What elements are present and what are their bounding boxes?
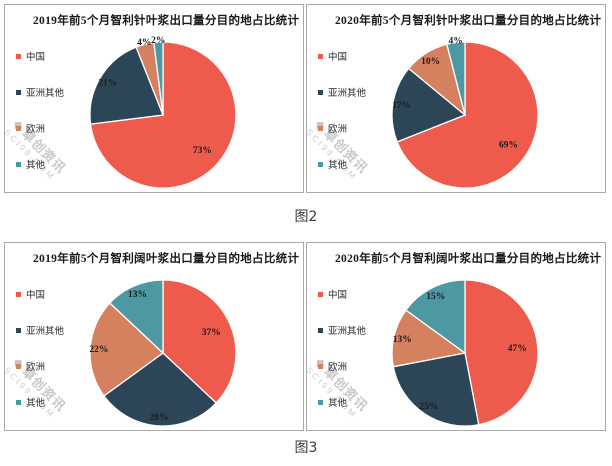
legend-item-1: 亚洲其他 (318, 85, 366, 99)
legend-label: 其他 (26, 161, 46, 171)
slice-data-label: 37% (202, 328, 221, 338)
legend-label: 欧洲 (328, 125, 348, 135)
legend-item-2: 欧洲 (16, 121, 64, 135)
slice-data-label: 47% (508, 344, 527, 354)
pie-chart-2020-hardwood-pulp: 2020年前5个月智利阔叶浆出口量分目的地占比统计 中国亚洲其他欧洲其他 47%… (306, 242, 606, 431)
legend-item-1: 亚洲其他 (16, 85, 64, 99)
legend-swatch (318, 399, 323, 405)
legend-swatch (318, 125, 323, 131)
legend-item-3: 其他 (318, 395, 366, 409)
legend-label: 中国 (328, 53, 348, 63)
pie-slice-2 (391, 309, 467, 368)
chart-title: 2020年前5个月智利阔叶浆出口量分目的地占比统计 (335, 253, 602, 265)
pie-plot: 37% 28% 22% 13% (89, 279, 237, 427)
legend-label: 亚洲其他 (26, 327, 65, 337)
figure2-row: 2019年前5个月智利针叶浆出口量分目的地占比统计 中国亚洲其他欧洲其他 73%… (4, 4, 609, 193)
pie-chart-2019-softwood-pulp: 2019年前5个月智利针叶浆出口量分目的地占比统计 中国亚洲其他欧洲其他 73%… (4, 4, 304, 193)
legend-item-0: 中国 (16, 49, 64, 63)
slice-data-label: 22% (89, 345, 108, 355)
pie-slice-1 (392, 352, 480, 427)
pie-slice-0 (464, 279, 539, 426)
slice-data-label: 2% (151, 36, 165, 46)
pie-chart-2020-softwood-pulp: 2020年前5个月智利针叶浆出口量分目的地占比统计 中国亚洲其他欧洲其他 69%… (306, 4, 606, 193)
legend-swatch (318, 53, 323, 59)
legend-item-3: 其他 (16, 395, 64, 409)
legend-label: 其他 (26, 399, 46, 409)
legend-label: 中国 (328, 291, 348, 301)
slice-data-label: 17% (392, 101, 411, 111)
chart-legend: 中国亚洲其他欧洲其他 (16, 49, 64, 192)
pie-chart-2019-hardwood-pulp: 2019年前5个月智利阔叶浆出口量分目的地占比统计 中国亚洲其他欧洲其他 37%… (4, 242, 304, 431)
figure3-row: 2019年前5个月智利阔叶浆出口量分目的地占比统计 中国亚洲其他欧洲其他 37%… (4, 242, 609, 431)
chart-title: 2019年前5个月智利阔叶浆出口量分目的地占比统计 (33, 253, 300, 265)
legend-label: 其他 (328, 399, 348, 409)
slice-data-label: 21% (98, 78, 117, 88)
legend-swatch (16, 363, 21, 369)
legend-label: 中国 (26, 291, 46, 301)
chart-legend: 中国亚洲其他欧洲其他 (16, 287, 64, 430)
pie-slice-3 (446, 41, 466, 116)
legend-item-0: 中国 (16, 287, 64, 301)
legend-swatch (318, 327, 323, 333)
pie-slice-3 (108, 279, 164, 355)
chart-title: 2020年前5个月智利针叶浆出口量分目的地占比统计 (335, 15, 602, 27)
legend-label: 亚洲其他 (26, 89, 65, 99)
legend-item-2: 欧洲 (16, 359, 64, 373)
legend-item-0: 中国 (318, 49, 366, 63)
legend-swatch (318, 161, 323, 167)
slice-data-label: 13% (128, 290, 147, 300)
pie-slice-2 (89, 302, 165, 397)
legend-item-1: 亚洲其他 (16, 323, 64, 337)
pie-plot: 69% 17% 10% 4% (391, 36, 539, 189)
legend-label: 亚洲其他 (328, 89, 367, 99)
legend-label: 中国 (26, 53, 46, 63)
slice-data-label: 73% (193, 146, 212, 156)
legend-swatch (318, 291, 323, 297)
legend-label: 欧洲 (328, 363, 348, 373)
chart-legend: 中国亚洲其他欧洲其他 (318, 49, 366, 192)
legend-label: 亚洲其他 (328, 327, 367, 337)
legend-swatch (16, 89, 21, 95)
legend-label: 欧洲 (26, 125, 46, 135)
slice-data-label: 69% (499, 141, 518, 151)
pie-slice-3 (153, 41, 164, 116)
legend-swatch (318, 89, 323, 95)
legend-swatch (16, 399, 21, 405)
chart-title: 2019年前5个月智利针叶浆出口量分目的地占比统计 (33, 15, 300, 27)
pie-slice-1 (89, 46, 164, 125)
pie-slice-0 (162, 279, 237, 404)
legend-item-0: 中国 (318, 287, 366, 301)
figure2-caption: 图2 (294, 208, 318, 225)
legend-item-2: 欧洲 (318, 359, 366, 373)
slice-data-label: 15% (426, 292, 445, 302)
pie-slice-1 (103, 352, 218, 427)
legend-item-2: 欧洲 (318, 121, 366, 135)
slice-data-label: 28% (150, 413, 169, 423)
pie-plot: 47% 25% 13% 15% (391, 279, 539, 427)
legend-swatch (318, 363, 323, 369)
legend-item-3: 其他 (318, 157, 366, 171)
report-figures-page: 2019年前5个月智利针叶浆出口量分目的地占比统计 中国 亚洲其他 欧洲 其他 73%… (0, 4, 612, 466)
legend-swatch (16, 291, 21, 297)
legend-item-1: 亚洲其他 (318, 323, 366, 337)
pie-plot: 73% 21% 4% 2% (89, 36, 237, 189)
legend-label: 其他 (328, 161, 348, 171)
legend-swatch (16, 125, 21, 131)
slice-data-label: 25% (419, 402, 438, 412)
slice-data-label: 4% (137, 38, 151, 48)
legend-swatch (16, 53, 21, 59)
slice-data-label: 13% (393, 335, 412, 345)
legend-label: 欧洲 (26, 363, 46, 373)
pie-slice-0 (396, 41, 539, 189)
chart-legend: 中国亚洲其他欧洲其他 (318, 287, 366, 430)
slice-data-label: 10% (421, 57, 440, 67)
pie-slice-1 (391, 67, 467, 143)
figure3-caption: 图3 (294, 440, 318, 456)
slice-data-label: 4% (448, 36, 462, 46)
legend-swatch (16, 161, 21, 167)
legend-swatch (16, 327, 21, 333)
pie-slice-3 (405, 279, 466, 355)
legend-item-3: 其他 (16, 157, 64, 171)
